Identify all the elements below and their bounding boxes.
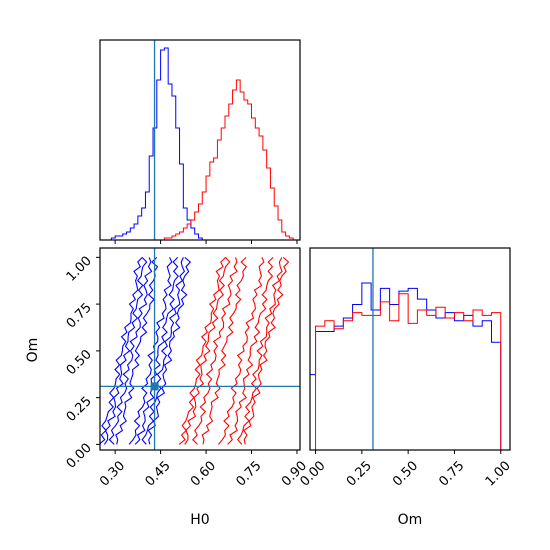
om-hist-series-1 <box>309 282 510 451</box>
contour-series-1-level-2-left <box>108 257 153 445</box>
om-x-tick-label-3: 0.75 <box>436 458 467 489</box>
h0-tick-label-1: 0.45 <box>143 458 174 489</box>
joint-contour-group <box>100 256 290 445</box>
h0-om-joint-panel: 0.30 0.45 0.60 0.75 0.900.000.250.500.751.00 <box>64 247 310 490</box>
h0-hist-frame <box>99 39 301 241</box>
contour-series-1-level-1-left <box>115 257 159 445</box>
om-y-tick-label-2: 0.50 <box>64 347 95 378</box>
contour-series-1-level-3-left <box>103 257 148 445</box>
om-x-tick-label-1: 0.25 <box>344 458 375 489</box>
om-hist-series-2 <box>315 293 502 450</box>
contour-series-1-level-2-right <box>134 257 179 445</box>
om-y-tick-label-0: 0.00 <box>64 441 95 472</box>
joint-frame <box>99 247 301 451</box>
contour-series-1-level-4-left <box>100 257 143 445</box>
om-y-tick-label-3: 0.75 <box>64 300 95 331</box>
om-y-tick-label-4: 1.00 <box>64 254 95 285</box>
contour-series-2-level-3-left <box>184 257 231 445</box>
h0-tick-label-3: 0.75 <box>233 458 264 489</box>
h0-hist-series-1 <box>100 47 207 241</box>
contour-series-2-level-1-right <box>218 257 265 445</box>
om-y-tick-label-1: 0.25 <box>64 394 95 425</box>
h0-marginal-panel <box>99 39 301 244</box>
x-axis-label-om: Om <box>398 512 423 528</box>
y-axis-label-om: Om <box>25 338 41 363</box>
om-marginal-panel: 0.00 0.25 0.50 0.75 1.00 <box>298 247 514 490</box>
x-axis-label-h0: H0 <box>190 512 209 528</box>
contour-series-2-level-4-right <box>243 256 290 445</box>
contour-series-2-level-1-left <box>201 256 248 445</box>
contour-series-1-level-4-right <box>147 256 192 445</box>
contour-series-2-level-2-left <box>192 257 238 445</box>
h0-tick-label-0: 0.30 <box>97 458 128 489</box>
contour-series-1-level-3-right <box>141 257 186 445</box>
h0-tick-label-2: 0.60 <box>188 458 219 489</box>
contour-series-2-level-3-right <box>236 257 283 445</box>
contour-series-2-level-4-left <box>178 257 226 445</box>
h0-hist-series-2 <box>160 79 297 241</box>
om-x-tick-label-4: 1.00 <box>483 458 514 489</box>
contour-series-2-level-2-right <box>227 257 274 445</box>
om-x-tick-label-2: 0.50 <box>390 458 421 489</box>
om-hist-frame <box>309 247 511 451</box>
joint-truth-marker <box>150 382 159 391</box>
